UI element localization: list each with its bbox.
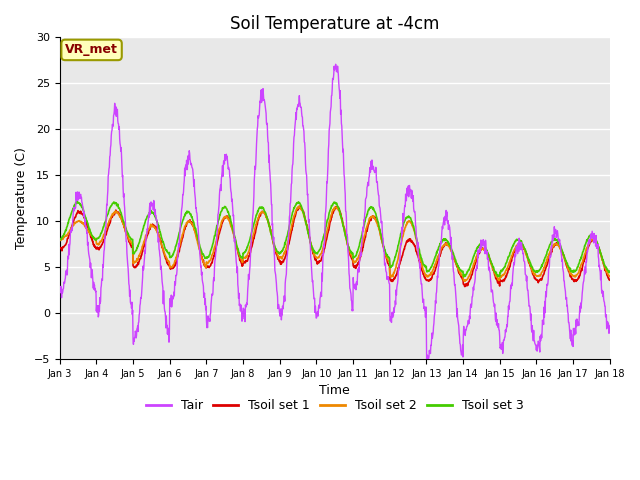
Tair [332,61,339,67]
Tsoil set 3 [493,272,500,277]
Tsoil set 1 [541,267,549,273]
Tsoil set 2 [461,278,468,284]
Tsoil set 3 [165,251,173,256]
Tair [178,204,186,210]
Tsoil set 1 [296,204,303,209]
Line: Tair: Tair [60,64,610,360]
Line: Tsoil set 3: Tsoil set 3 [60,202,610,277]
Tsoil set 1 [240,260,248,266]
Tair [240,305,248,311]
Tsoil set 1 [164,262,172,268]
Tsoil set 2 [56,237,63,242]
Tsoil set 2 [178,234,186,240]
Tsoil set 3 [460,274,468,280]
Tair [424,358,432,363]
Tsoil set 2 [493,274,500,280]
Y-axis label: Temperature (C): Temperature (C) [15,147,28,249]
Tsoil set 2 [164,258,172,264]
Tsoil set 1 [420,274,428,280]
Text: VR_met: VR_met [65,43,118,57]
Tsoil set 2 [606,273,614,279]
Tair [493,322,500,328]
Tsoil set 3 [541,254,549,260]
Tair [541,310,549,315]
Tsoil set 3 [56,236,63,242]
Tsoil set 2 [295,204,303,209]
Tsoil set 3 [73,199,81,204]
Tsoil set 1 [56,245,63,251]
Tsoil set 3 [179,219,186,225]
X-axis label: Time: Time [319,384,350,397]
Legend: Tair, Tsoil set 1, Tsoil set 2, Tsoil set 3: Tair, Tsoil set 1, Tsoil set 2, Tsoil se… [141,394,529,417]
Tsoil set 2 [240,255,248,261]
Title: Soil Temperature at -4cm: Soil Temperature at -4cm [230,15,440,33]
Tair [420,304,428,310]
Tair [164,332,172,338]
Line: Tsoil set 1: Tsoil set 1 [60,206,610,287]
Tsoil set 1 [606,277,614,283]
Tsoil set 3 [240,250,248,256]
Tsoil set 1 [178,236,186,242]
Tair [606,323,614,329]
Line: Tsoil set 2: Tsoil set 2 [60,206,610,281]
Tsoil set 3 [606,269,614,275]
Tsoil set 3 [420,263,428,268]
Tsoil set 1 [493,276,500,282]
Tsoil set 2 [420,270,428,276]
Tsoil set 2 [541,262,549,268]
Tair [56,284,63,290]
Tsoil set 1 [461,284,468,289]
